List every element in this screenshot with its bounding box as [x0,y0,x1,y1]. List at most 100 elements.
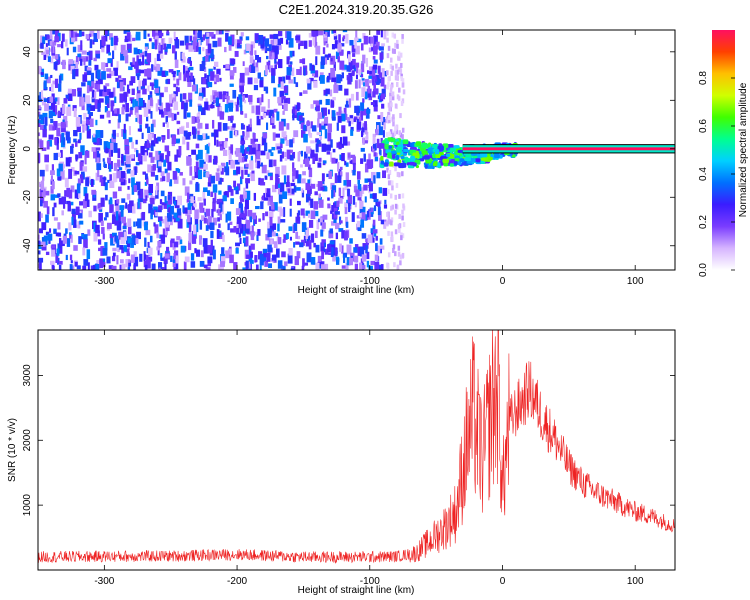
spectrogram-cell [394,75,398,81]
spectrogram-cell [217,37,222,47]
spectrogram-cell [383,204,388,209]
spectrogram-cell [372,133,377,138]
spectrogram-cell [388,145,393,149]
spectrogram-cell [52,265,55,270]
spectrogram-cell [285,39,289,45]
spectrogram-cell [324,37,328,42]
spectrogram-cell [361,233,367,239]
spectrogram-cell [401,209,404,215]
spectrogram-cell [213,66,216,70]
spectrogram-cell [357,112,362,119]
spectrogram-cell [389,129,393,135]
spectrogram-cell [133,235,136,246]
spectrogram-cell [172,170,177,180]
spectrogram-x-tick-label: 100 [627,276,644,287]
spectrogram-cell [204,73,207,78]
snr-frame [37,329,676,571]
spectrogram-cell [319,99,323,105]
spectrogram-cell [147,103,150,108]
spectrogram-cell [225,137,229,142]
spectrogram-cell [338,42,342,52]
spectrogram-cell [373,35,376,45]
spectrogram-cell [106,44,111,54]
spectrogram-cell [367,85,371,93]
spectrogram-cell [135,112,139,118]
spectrogram-cell [260,201,264,210]
spectrogram-cell [109,233,115,239]
spectrogram-cell [192,224,197,235]
spectrogram-cell [298,151,303,155]
spectrogram-cell [373,175,376,184]
spectrogram-cell [105,62,109,68]
spectrogram-cell [386,211,389,217]
spectrogram-cell [79,96,84,107]
spectrogram-cell [283,207,286,217]
spectrogram-cell [283,85,288,94]
spectrogram-cell [86,67,92,71]
spectrogram-cell [202,190,206,201]
spectrogram-cell [101,47,105,53]
spectrogram-cell [187,81,192,87]
spectrogram-cell [158,161,162,167]
spectrogram-cell [285,140,291,146]
spectrogram-cell [310,257,316,265]
spectrogram-cell [232,89,237,99]
spectrogram-cell [375,129,379,136]
spectrogram-cell [40,241,46,247]
spectrogram-cell [146,53,152,63]
spectrogram-cell [317,181,323,191]
spectrogram-cell [354,80,358,89]
spectrogram-cell [244,113,248,118]
spectrogram-cell [289,154,294,161]
spectrogram-cell [200,107,206,116]
spectrogram-cell [207,182,212,187]
spectrogram-cell [330,57,333,62]
spectrogram-cell [265,211,269,217]
spectrogram-cell [73,129,78,137]
spectrogram-cell [224,46,227,53]
spectrogram-cell [344,88,349,96]
spectrogram-cell [146,68,152,78]
spectrogram-cell [345,100,349,108]
spectrogram-cell [166,172,170,183]
spectrogram-cell [158,205,163,210]
spectrogram-cell [437,145,444,151]
spectrogram-cell [147,33,150,37]
spectrogram-cell [394,103,398,109]
spectrogram-cell [375,74,380,85]
spectrogram-cell [289,182,292,193]
spectrogram-cell [399,162,407,168]
spectrogram-cell [99,138,102,146]
spectrogram-cell [365,110,370,119]
spectrogram-cell [432,162,438,167]
spectrogram-cell [210,191,214,197]
spectrogram-cell [96,82,101,92]
spectrogram-cell [110,37,114,46]
spectrogram-cell [70,201,74,206]
spectrogram-cell [313,201,319,210]
spectrogram-cell [305,210,310,216]
spectrogram-cell [115,205,120,214]
spectrogram-cell [300,129,306,138]
spectrogram-cell [374,80,380,85]
spectrogram-cell [329,228,333,234]
spectrogram-cell [276,146,282,150]
spectrogram-cell [390,205,393,211]
spectrogram-cell [101,71,106,80]
spectrogram-cell [140,86,145,90]
spectrogram-cell [289,50,293,58]
spectrogram-cell [339,60,345,70]
spectrogram-cell [292,168,296,177]
spectrogram-cell [388,106,391,112]
spectrogram-cell [235,242,240,247]
spectrogram-cell [155,185,158,196]
spectrogram-cell [161,38,164,49]
spectrogram-cell [176,236,181,241]
spectrogram-cell [321,239,326,247]
spectrogram-cell [88,60,92,66]
spectrogram-cell [306,78,311,84]
spectrogram-cell [313,242,316,248]
spectrogram-cell [360,130,364,138]
spectrogram-cell [134,106,139,115]
spectrogram-cell [204,101,209,110]
